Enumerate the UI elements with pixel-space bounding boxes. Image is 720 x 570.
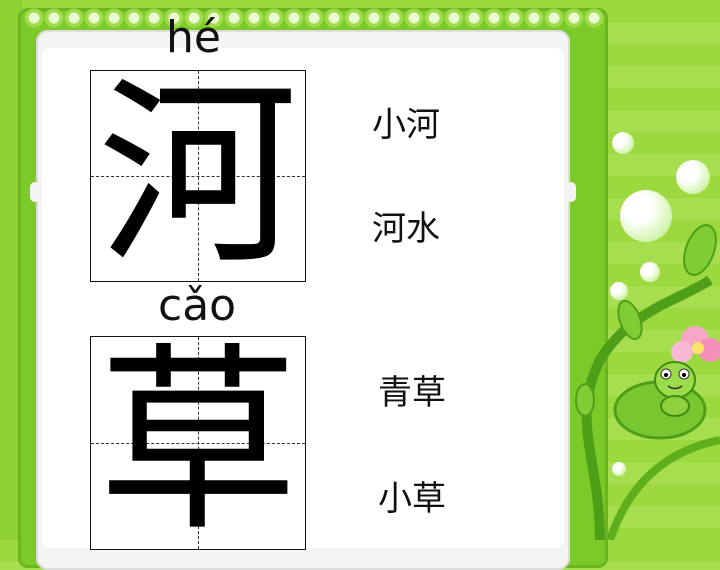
vine-decoration: [575, 224, 720, 540]
tianzige-he: 河: [90, 70, 306, 282]
leaf-icon: [683, 224, 717, 276]
word-xiaohe: 小河: [372, 105, 440, 145]
tianzige-cao: 草: [90, 336, 306, 550]
bubble-icon: [612, 132, 634, 154]
bubble-icon: [676, 160, 710, 194]
leaf-icon: [575, 383, 595, 417]
frog-icon: [654, 361, 696, 417]
pink-flower-icon: [671, 326, 720, 363]
vine-stem: [581, 275, 713, 540]
hanzi-cao: 草: [97, 326, 298, 559]
pinyin-cao: cǎo: [158, 280, 237, 331]
word-heshui: 河水: [372, 209, 440, 249]
word-xiaocao: 小草: [378, 479, 446, 519]
vine-stem: [606, 436, 720, 540]
bubble-icon: [610, 282, 628, 300]
pinyin-he: hé: [166, 12, 221, 63]
grid-vline: [198, 337, 199, 549]
notch-right: [566, 182, 576, 202]
grid-vline: [198, 71, 199, 281]
leaf-icon: [617, 299, 643, 341]
notch-left: [30, 182, 40, 202]
bubble-icon: [620, 190, 672, 242]
bubble-icon: [612, 462, 626, 476]
bubble-icon: [640, 262, 660, 282]
hanzi-he: 河: [97, 59, 298, 292]
vine-border: [24, 8, 604, 28]
left-strip: [0, 0, 22, 540]
word-qingcao: 青草: [378, 373, 446, 413]
